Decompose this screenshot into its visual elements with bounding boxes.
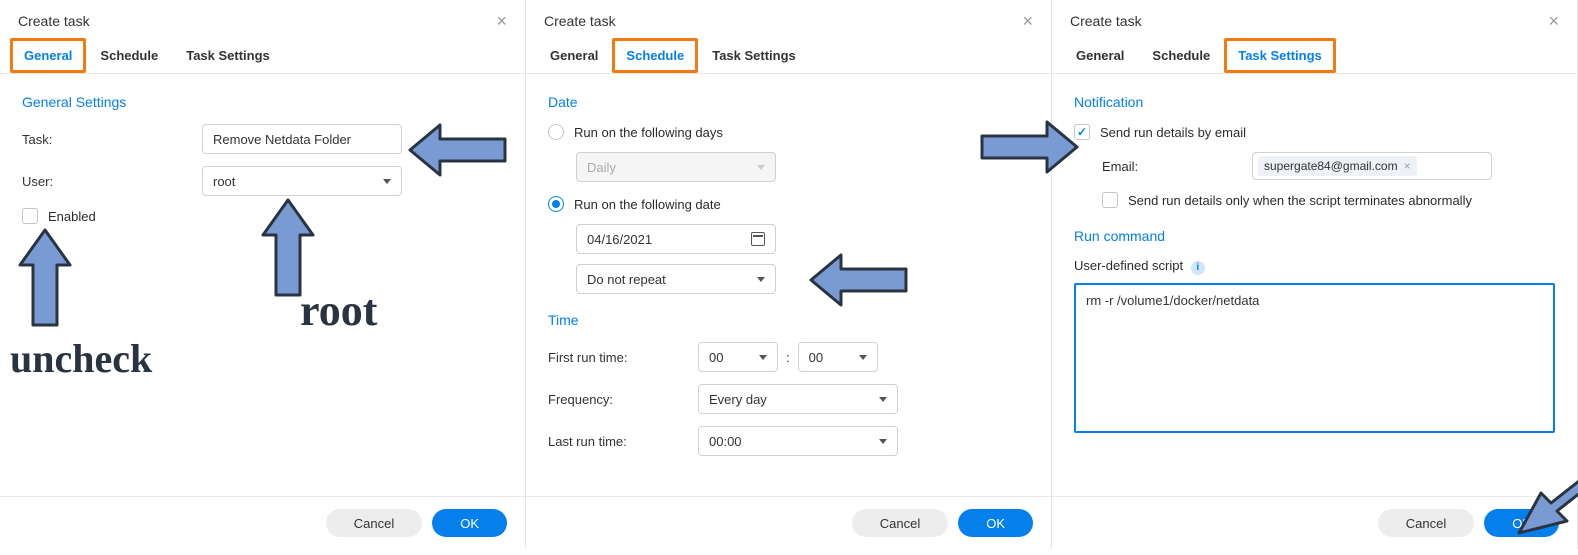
user-label: User: — [22, 174, 202, 189]
panel-body: General Settings Task: Remove Netdata Fo… — [0, 74, 525, 496]
chevron-down-icon — [383, 179, 391, 184]
repeat-select[interactable]: Do not repeat — [576, 264, 776, 294]
chip-remove-icon[interactable]: × — [1404, 159, 1411, 173]
chevron-down-icon — [879, 439, 887, 444]
window-title: Create task — [1070, 13, 1142, 29]
radio-run-days-label: Run on the following days — [574, 125, 723, 140]
task-input[interactable]: Remove Netdata Folder — [202, 124, 402, 154]
chevron-down-icon — [879, 397, 887, 402]
tab-task-settings[interactable]: Task Settings — [698, 38, 810, 73]
script-textarea[interactable] — [1074, 283, 1555, 433]
titlebar: Create task × — [0, 0, 525, 38]
user-select[interactable]: root — [202, 166, 402, 196]
ok-button[interactable]: OK — [432, 509, 507, 537]
ok-button[interactable]: OK — [1484, 509, 1559, 537]
abnormal-checkbox[interactable] — [1102, 192, 1118, 208]
window-title: Create task — [18, 13, 90, 29]
first-run-min[interactable]: 00 — [798, 342, 878, 372]
cancel-button[interactable]: Cancel — [326, 509, 422, 537]
section-run-command: Run command — [1074, 228, 1555, 244]
tabs: General Schedule Task Settings — [526, 38, 1051, 74]
section-date: Date — [548, 94, 1029, 110]
frequency-label: Frequency: — [548, 392, 698, 407]
tab-schedule[interactable]: Schedule — [1138, 38, 1224, 73]
chevron-down-icon — [757, 165, 765, 170]
email-label: Email: — [1102, 159, 1252, 174]
panel-schedule: Create task × General Schedule Task Sett… — [526, 0, 1052, 549]
email-input[interactable]: supergate84@gmail.com × — [1252, 152, 1492, 180]
info-icon[interactable]: i — [1191, 261, 1205, 275]
chevron-down-icon — [859, 355, 867, 360]
radio-run-days[interactable] — [548, 124, 564, 140]
cancel-button[interactable]: Cancel — [1378, 509, 1474, 537]
titlebar: Create task × — [1052, 0, 1577, 38]
panel-body: Date Run on the following days Daily Run… — [526, 74, 1051, 496]
tabs: General Schedule Task Settings — [1052, 38, 1577, 74]
panel-general: Create task × General Schedule Task Sett… — [0, 0, 526, 549]
tab-task-settings[interactable]: Task Settings — [172, 38, 284, 73]
radio-run-date-label: Run on the following date — [574, 197, 721, 212]
days-select: Daily — [576, 152, 776, 182]
abnormal-label: Send run details only when the script te… — [1128, 193, 1472, 208]
calendar-icon — [751, 232, 765, 246]
tab-general[interactable]: General — [1062, 38, 1138, 73]
first-run-hour[interactable]: 00 — [698, 342, 778, 372]
close-icon[interactable]: × — [1022, 12, 1033, 30]
section-time: Time — [548, 312, 1029, 328]
section-general-settings: General Settings — [22, 94, 503, 110]
tab-schedule[interactable]: Schedule — [612, 38, 698, 73]
titlebar: Create task × — [526, 0, 1051, 38]
section-notification: Notification — [1074, 94, 1555, 110]
date-input[interactable]: 04/16/2021 — [576, 224, 776, 254]
enabled-checkbox[interactable] — [22, 208, 38, 224]
first-run-label: First run time: — [548, 350, 698, 365]
chevron-down-icon — [759, 355, 767, 360]
window-title: Create task — [544, 13, 616, 29]
send-email-checkbox[interactable] — [1074, 124, 1090, 140]
close-icon[interactable]: × — [496, 12, 507, 30]
panel-task-settings: Create task × General Schedule Task Sett… — [1052, 0, 1578, 549]
footer: Cancel OK — [1052, 496, 1577, 549]
footer: Cancel OK — [0, 496, 525, 549]
close-icon[interactable]: × — [1548, 12, 1559, 30]
panel-body: Notification Send run details by email E… — [1052, 74, 1577, 496]
radio-run-date[interactable] — [548, 196, 564, 212]
last-run-select[interactable]: 00:00 — [698, 426, 898, 456]
tab-general[interactable]: General — [10, 38, 86, 73]
tab-schedule[interactable]: Schedule — [86, 38, 172, 73]
frequency-select[interactable]: Every day — [698, 384, 898, 414]
footer: Cancel OK — [526, 496, 1051, 549]
email-chip: supergate84@gmail.com × — [1258, 156, 1417, 176]
script-label: User-defined script — [1074, 258, 1183, 273]
cancel-button[interactable]: Cancel — [852, 509, 948, 537]
ok-button[interactable]: OK — [958, 509, 1033, 537]
enabled-label: Enabled — [48, 209, 96, 224]
tab-general[interactable]: General — [536, 38, 612, 73]
chevron-down-icon — [757, 277, 765, 282]
tab-task-settings[interactable]: Task Settings — [1224, 38, 1336, 73]
task-label: Task: — [22, 132, 202, 147]
last-run-label: Last run time: — [548, 434, 698, 449]
send-email-label: Send run details by email — [1100, 125, 1246, 140]
tabs: General Schedule Task Settings — [0, 38, 525, 74]
